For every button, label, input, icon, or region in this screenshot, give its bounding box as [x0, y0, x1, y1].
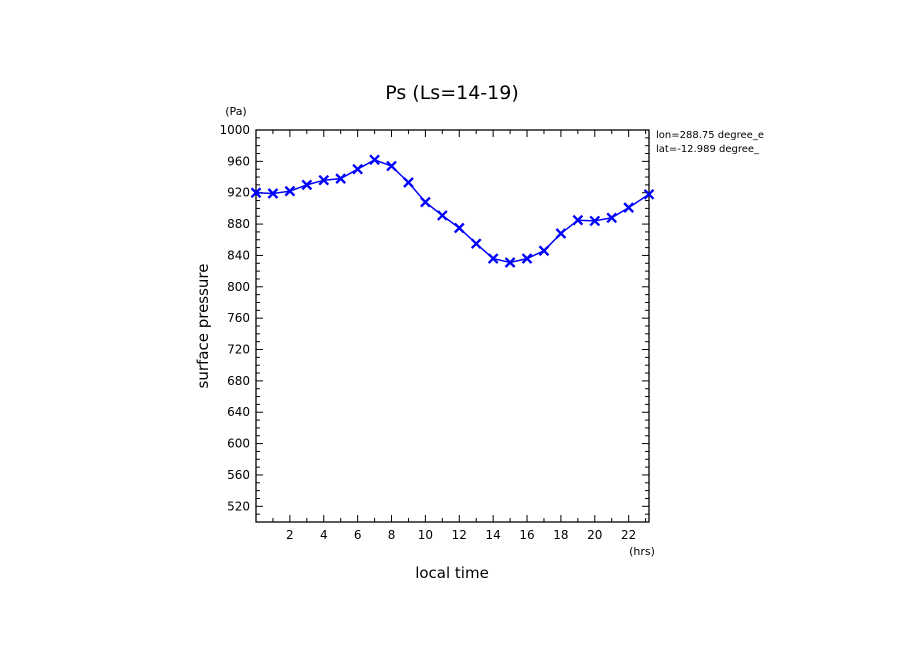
data-point-marker [453, 222, 465, 234]
y-axis-label: surface pressure [194, 264, 212, 389]
x-tick-label: 20 [587, 528, 602, 542]
y-tick-label: 880 [227, 217, 250, 231]
data-point-marker [403, 177, 414, 188]
x-tick-label: 12 [452, 528, 467, 542]
y-tick-label: 680 [227, 374, 250, 388]
y-tick-label: 1000 [219, 123, 250, 137]
data-point-marker [606, 212, 618, 224]
data-point-marker [521, 253, 533, 264]
x-tick-label: 16 [519, 528, 534, 542]
data-point-marker [589, 215, 601, 227]
data-point-marker [369, 154, 380, 166]
y-tick-label: 640 [227, 405, 250, 419]
plot-frame [255, 129, 650, 523]
data-point-marker [420, 196, 431, 208]
x-tick-label: 2 [286, 528, 294, 542]
data-point-marker [643, 188, 655, 200]
data-point-marker [284, 185, 296, 197]
x-tick-label: 22 [621, 528, 636, 542]
data-point-marker [267, 188, 279, 199]
y-tick-label: 840 [227, 248, 250, 262]
data-point-marker [335, 173, 347, 184]
data-point-marker [487, 253, 499, 264]
data-point-marker [623, 202, 635, 213]
data-point-marker [572, 214, 584, 226]
y-tick-label: 960 [227, 154, 250, 168]
x-tick-label: 14 [486, 528, 501, 542]
series-layer [250, 154, 655, 268]
lon-annotation: lon=288.75 degree_e [656, 130, 764, 141]
x-axis-label: local time [415, 564, 489, 582]
data-point-marker [436, 210, 448, 221]
data-point-marker [504, 257, 516, 268]
y-tick-label: 920 [227, 186, 250, 200]
x-tick-label: 18 [553, 528, 568, 542]
data-point-marker [352, 163, 363, 175]
y-tick-label: 600 [227, 437, 250, 451]
x-tick-label: 4 [320, 528, 328, 542]
data-point-marker [555, 228, 567, 239]
x-unit-label: (hrs) [629, 545, 655, 558]
lat-annotation: lat=-12.989 degree_ [656, 144, 760, 155]
chart-title: Ps (Ls=14-19) [385, 82, 519, 104]
y-tick-label: 560 [227, 468, 250, 482]
data-point-marker [301, 179, 313, 191]
data-point-marker [318, 174, 330, 186]
y-tick-label: 720 [227, 343, 250, 357]
data-point-marker [470, 238, 482, 250]
data-point-marker [386, 160, 397, 172]
y-tick-label: 520 [227, 499, 250, 513]
y-tick-label: 800 [227, 280, 250, 294]
x-tick-label: 10 [418, 528, 433, 542]
axis-ticks: 520 560 600 640 680 720 760 800 840 880 920 960 1000… [219, 123, 649, 542]
data-point-marker [250, 187, 262, 199]
data-point-marker [538, 245, 550, 257]
y-unit-label: (Pa) [225, 105, 246, 118]
x-tick-label: 8 [388, 528, 396, 542]
x-tick-label: 6 [354, 528, 362, 542]
y-tick-label: 760 [227, 311, 250, 325]
series-line [255, 158, 650, 264]
